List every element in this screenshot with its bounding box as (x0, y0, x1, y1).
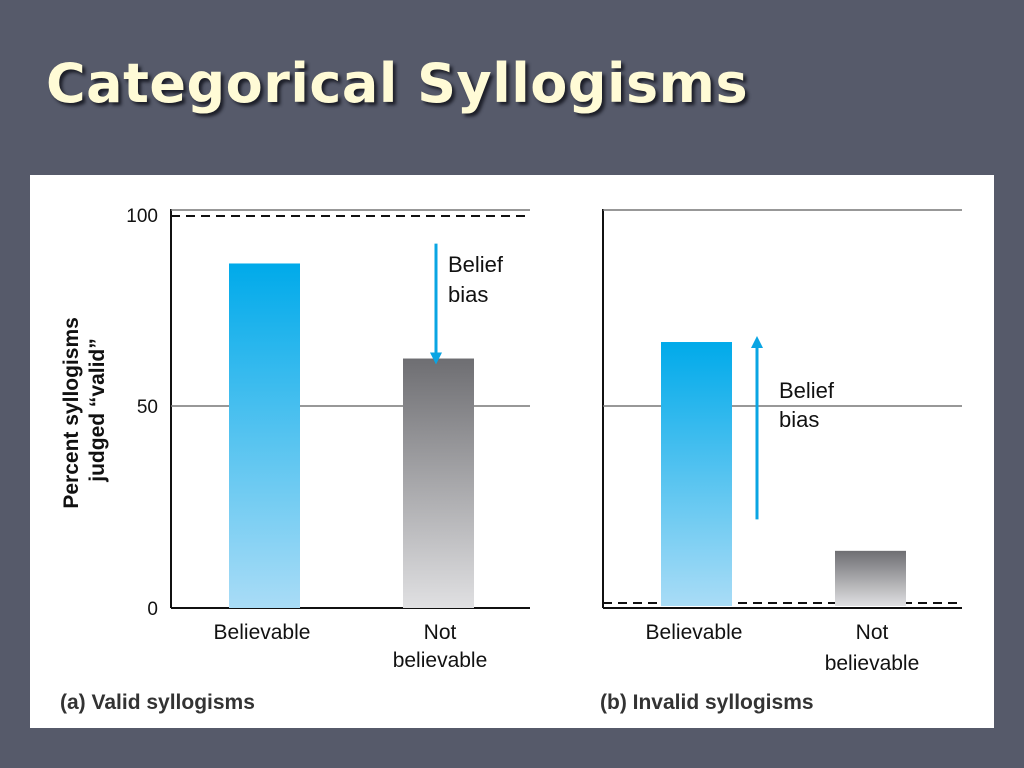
panel-a-annotation: Belief bias (448, 252, 509, 307)
panel-a-category-label: believable (393, 649, 488, 672)
slide-title: Categorical Syllogisms (46, 52, 749, 115)
panel-b-category-label: Believable (646, 621, 743, 644)
panel-b-annotation-line: Belief (779, 378, 835, 403)
bar-not-believable (835, 550, 906, 606)
bar-believable (229, 263, 300, 608)
panel-a-ytick-label: 50 (137, 397, 158, 418)
panel-a-ytick-label: 0 (147, 599, 158, 620)
panel-b-caption: (b) Invalid syllogisms (600, 691, 814, 714)
panel-a-category-label: Not (424, 621, 457, 644)
bar-believable (661, 342, 732, 606)
panel-b-category-label: believable (825, 652, 920, 675)
panel-a-caption: (a) Valid syllogisms (60, 691, 255, 714)
bar-not-believable (403, 358, 474, 608)
panel-a-category-label: Believable (214, 621, 311, 644)
y-axis-label: Percent syllogisms judged “valid” (60, 311, 109, 508)
y-axis-label-line: Percent syllogisms (60, 317, 83, 508)
panel-a-ytick-label: 100 (126, 206, 158, 227)
panel-b-annotation-line: bias (779, 407, 819, 432)
panel-b: Believable Not believable (b) Invalid sy… (600, 209, 962, 714)
syllogism-chart-svg: 0 50 100 Percent syllogisms judged “vali… (60, 206, 962, 714)
panel-a: 0 50 100 Percent syllogisms judged “vali… (60, 206, 530, 714)
panel-b-category-label: Not (856, 621, 889, 644)
chart-marks (229, 243, 906, 608)
figure-panel: 0 50 100 Percent syllogisms judged “vali… (30, 175, 994, 728)
panel-a-annotation-line: Belief (448, 252, 504, 277)
panel-a-annotation-line: bias (448, 282, 488, 307)
y-axis-label-line: judged “valid” (86, 338, 109, 483)
panel-b-annotation: Belief bias (779, 378, 840, 432)
